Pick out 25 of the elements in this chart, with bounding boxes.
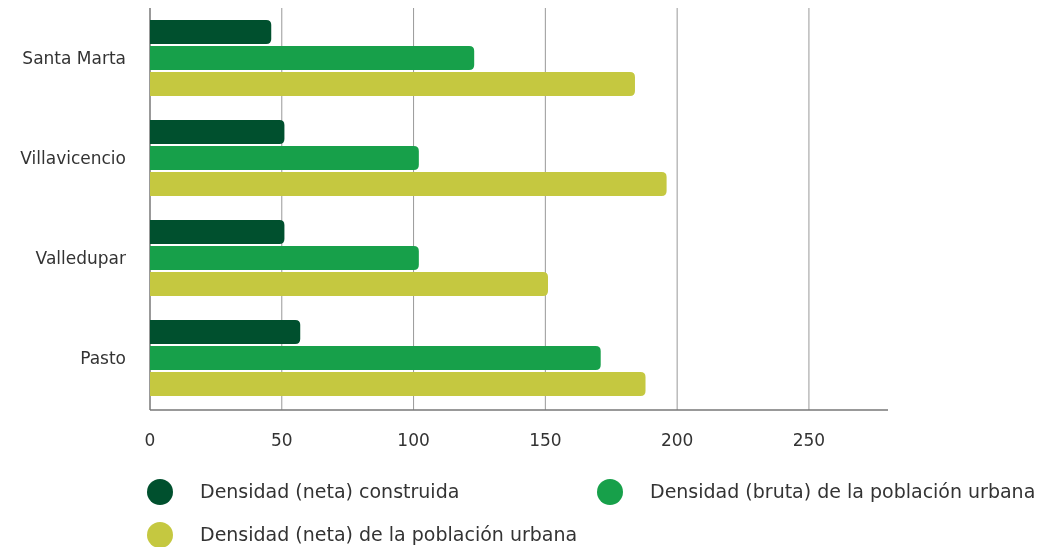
bar (150, 272, 548, 296)
bar (150, 172, 667, 196)
bar (150, 346, 601, 370)
bar (150, 372, 646, 396)
x-tick-label: 200 (660, 430, 694, 450)
bar (150, 220, 285, 244)
y-tick-label: Santa Marta (22, 48, 126, 68)
x-tick-label: 100 (397, 430, 430, 450)
x-tick-label: 250 (792, 430, 826, 450)
y-tick-label: Villavicencio (20, 148, 126, 168)
legend-label: Densidad (neta) de la población urbana (200, 522, 578, 545)
bar (150, 146, 419, 170)
x-tick-label: 50 (270, 430, 293, 450)
bar (150, 120, 285, 144)
legend-label: Densidad (bruta) de la población urbana (650, 479, 1036, 502)
y-tick-label: Valledupar (35, 248, 126, 268)
bar (150, 72, 635, 96)
bar (150, 46, 475, 70)
bar (150, 20, 272, 44)
x-tick-label: 0 (144, 430, 156, 450)
bar (150, 320, 301, 344)
legend-label: Densidad (neta) construida (200, 479, 460, 502)
bar (150, 246, 419, 270)
x-tick-label: 150 (529, 430, 562, 450)
y-tick-label: Pasto (80, 348, 126, 368)
